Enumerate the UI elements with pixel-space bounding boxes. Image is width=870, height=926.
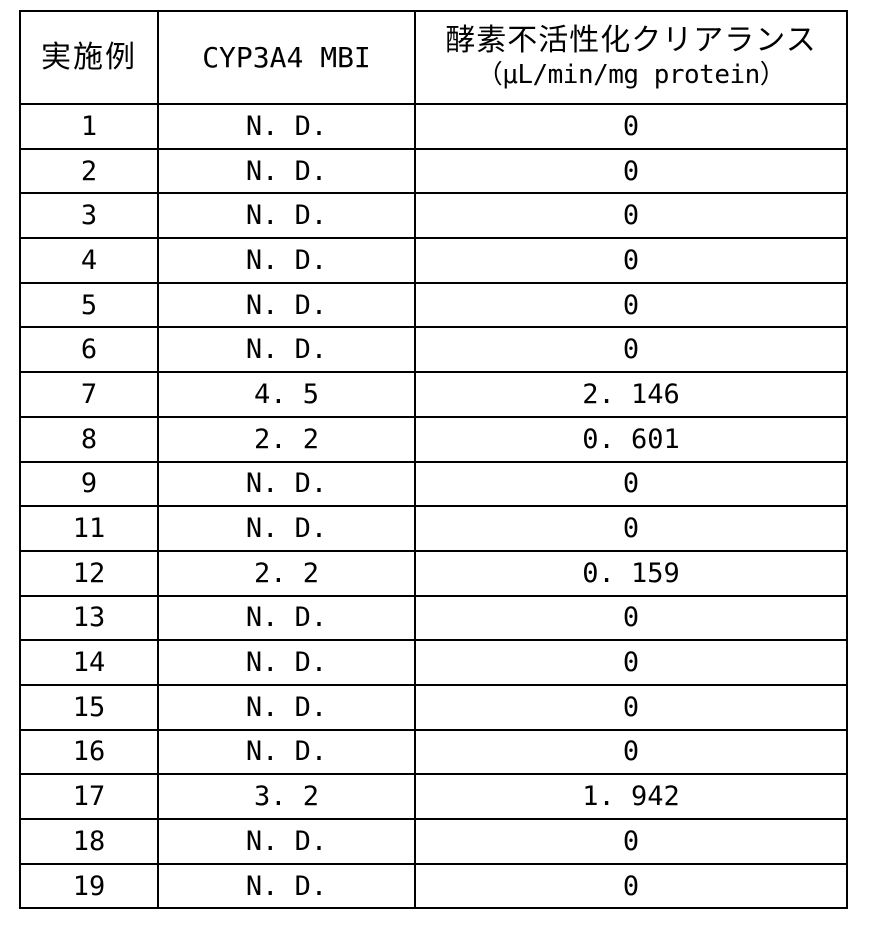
cell-cyp3a4-mbi: N. D.	[157, 147, 416, 195]
table-container: 実施例 CYP3A4 MBI 酵素不活性化クリアランス （μL/min/mg p…	[19, 10, 848, 910]
cell-clearance: 1. 942	[414, 773, 848, 820]
cell-example-no: 5	[19, 281, 159, 329]
cell-example-no: 16	[19, 728, 159, 776]
cell-cyp3a4-mbi: N. D.	[157, 639, 416, 686]
cell-cyp3a4-mbi: 4. 5	[157, 371, 416, 418]
cell-clearance: 0	[414, 460, 848, 508]
table-row: 13 N. D. 0	[19, 594, 848, 642]
table-row: 8 2. 2 0. 601	[19, 415, 848, 463]
cell-example-no: 12	[19, 549, 159, 597]
cell-clearance: 0	[414, 505, 848, 552]
table-row: 18 N. D. 0	[19, 818, 848, 865]
table-row: 14 N. D. 0	[19, 639, 848, 686]
cell-cyp3a4-mbi: N. D.	[157, 683, 416, 731]
cell-example-no: 2	[19, 147, 159, 195]
cell-clearance: 2. 146	[414, 371, 848, 418]
table-row: 19 N. D. 0	[19, 862, 848, 910]
table-row: 17 3. 2 1. 942	[19, 773, 848, 820]
cell-example-no: 4	[19, 237, 159, 284]
cell-example-no: 19	[19, 862, 159, 910]
cell-example-no: 13	[19, 594, 159, 642]
cell-cyp3a4-mbi: N. D.	[157, 862, 416, 910]
table-row: 7 4. 5 2. 146	[19, 371, 848, 418]
cell-cyp3a4-mbi: 3. 2	[157, 773, 416, 820]
cell-example-no: 7	[19, 371, 159, 418]
table-row: 16 N. D. 0	[19, 728, 848, 776]
cyp3a4-mbi-table: 実施例 CYP3A4 MBI 酵素不活性化クリアランス （μL/min/mg p…	[19, 10, 848, 910]
cell-example-no: 8	[19, 415, 159, 463]
column-header-example-no: 実施例	[19, 10, 159, 105]
table-row: 11 N. D. 0	[19, 505, 848, 552]
cell-example-no: 15	[19, 683, 159, 731]
table-header-row: 実施例 CYP3A4 MBI 酵素不活性化クリアランス （μL/min/mg p…	[19, 10, 848, 105]
table-row: 12 2. 2 0. 159	[19, 549, 848, 597]
cell-clearance: 0	[414, 594, 848, 642]
table-row: 3 N. D. 0	[19, 192, 848, 240]
cell-clearance: 0. 601	[414, 415, 848, 463]
cell-clearance: 0	[414, 862, 848, 910]
cell-clearance: 0. 159	[414, 549, 848, 597]
table-row: 4 N. D. 0	[19, 237, 848, 284]
column-header-cyp3a4-mbi: CYP3A4 MBI	[157, 10, 416, 105]
cell-example-no: 17	[19, 773, 159, 820]
column-header-clearance-label: 酵素不活性化クリアランス	[445, 23, 817, 59]
cell-cyp3a4-mbi: N. D.	[157, 728, 416, 776]
cell-clearance: 0	[414, 326, 848, 374]
cell-clearance: 0	[414, 728, 848, 776]
cell-example-no: 18	[19, 818, 159, 865]
cell-cyp3a4-mbi: N. D.	[157, 505, 416, 552]
cell-example-no: 3	[19, 192, 159, 240]
table-row: 9 N. D. 0	[19, 460, 848, 508]
cell-example-no: 6	[19, 326, 159, 374]
table-body: 1 N. D. 0 2 N. D. 0 3 N. D. 0 4 N. D. 0 5 N. D. 0 6 N. D…	[19, 103, 848, 910]
column-header-clearance: 酵素不活性化クリアランス （μL/min/mg protein）	[414, 10, 848, 105]
cell-example-no: 14	[19, 639, 159, 686]
cell-clearance: 0	[414, 147, 848, 195]
column-header-cyp3a4-mbi-label: CYP3A4 MBI	[202, 41, 371, 75]
cell-cyp3a4-mbi: N. D.	[157, 818, 416, 865]
cell-cyp3a4-mbi: 2. 2	[157, 415, 416, 463]
cell-cyp3a4-mbi: N. D.	[157, 237, 416, 284]
cell-clearance: 0	[414, 818, 848, 865]
table-row: 1 N. D. 0	[19, 103, 848, 150]
cell-cyp3a4-mbi: N. D.	[157, 326, 416, 374]
cell-example-no: 9	[19, 460, 159, 508]
cell-example-no: 1	[19, 103, 159, 150]
cell-clearance: 0	[414, 237, 848, 284]
cell-clearance: 0	[414, 639, 848, 686]
cell-cyp3a4-mbi: 2. 2	[157, 549, 416, 597]
cell-cyp3a4-mbi: N. D.	[157, 281, 416, 329]
cell-clearance: 0	[414, 281, 848, 329]
cell-clearance: 0	[414, 192, 848, 240]
table-row: 15 N. D. 0	[19, 683, 848, 731]
cell-cyp3a4-mbi: N. D.	[157, 103, 416, 150]
column-header-clearance-units: （μL/min/mg protein）	[476, 59, 786, 90]
column-header-example-no-label: 実施例	[41, 39, 137, 75]
cell-cyp3a4-mbi: N. D.	[157, 192, 416, 240]
table-row: 5 N. D. 0	[19, 281, 848, 329]
table-row: 2 N. D. 0	[19, 147, 848, 195]
table-header: 実施例 CYP3A4 MBI 酵素不活性化クリアランス （μL/min/mg p…	[19, 10, 848, 105]
cell-example-no: 11	[19, 505, 159, 552]
cell-clearance: 0	[414, 683, 848, 731]
table-row: 6 N. D. 0	[19, 326, 848, 374]
cell-cyp3a4-mbi: N. D.	[157, 460, 416, 508]
cell-clearance: 0	[414, 103, 848, 150]
cell-cyp3a4-mbi: N. D.	[157, 594, 416, 642]
